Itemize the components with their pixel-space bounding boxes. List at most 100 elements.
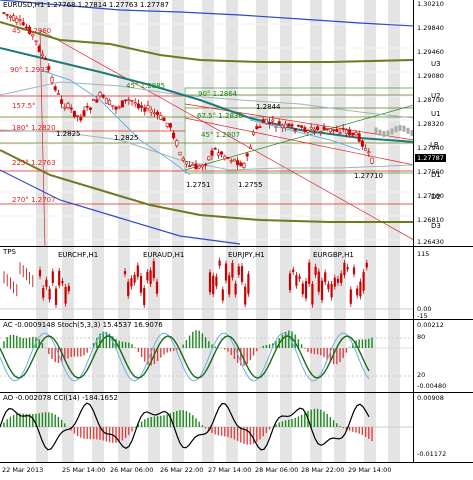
candle-body xyxy=(53,86,57,91)
tps-scale[interactable]: 115 0.00 -15 xyxy=(414,247,473,320)
candle-body xyxy=(338,132,342,135)
stoch-title: AC -0.0009148 Stoch(5,3,3) 15.4537 16.90… xyxy=(3,321,163,329)
candle-body xyxy=(15,18,19,23)
tps-body xyxy=(155,281,159,294)
tps-symbol-label: EURCHF,H1 xyxy=(58,251,99,259)
tps-body xyxy=(298,276,301,279)
candle-body xyxy=(168,123,172,128)
session-shade xyxy=(364,320,376,392)
swing-label-6: 1.27710 xyxy=(354,172,383,180)
candle-body xyxy=(108,100,112,105)
tps-body xyxy=(320,280,324,301)
session-shade xyxy=(36,320,48,392)
candle-body xyxy=(82,110,86,117)
candle-body xyxy=(124,99,128,102)
candle-body xyxy=(325,127,329,130)
candle-body xyxy=(60,99,64,104)
tps-plot-area[interactable]: TPS EURCHF,H1 EURAUD,H1 EURJPY,H1 EURGBP… xyxy=(0,247,414,319)
candle-body xyxy=(34,40,38,43)
tps-body xyxy=(237,266,240,275)
tps-body xyxy=(146,271,149,281)
candle-body xyxy=(364,148,368,151)
tps-body xyxy=(224,263,228,281)
session-shade xyxy=(280,247,292,319)
pane-separator xyxy=(0,392,473,393)
tps-symbol-label: EURAUD,H1 xyxy=(143,251,185,259)
session-shade xyxy=(334,247,346,319)
price-plot-area[interactable]: EURUSD,H1 1.27768 1.27814 1.27763 1.2778… xyxy=(0,0,414,246)
price-chart-pane[interactable]: EURUSD,H1 1.27768 1.27814 1.27763 1.2778… xyxy=(0,0,473,246)
level-tag-lb: LB xyxy=(430,141,439,149)
time-axis[interactable]: 22 Mar 2013 25 Mar 14:00 26 Mar 06:00 26… xyxy=(0,462,473,480)
candle-body xyxy=(191,164,195,167)
tps-body xyxy=(362,271,365,291)
candle-body xyxy=(322,126,326,130)
candle-body xyxy=(8,15,12,18)
candle-body xyxy=(127,99,131,101)
tps-body xyxy=(352,267,356,275)
stoch-scale[interactable]: 0.00212 80 20 -0.00480 xyxy=(414,320,473,392)
tps-body xyxy=(327,283,330,290)
tps-title: TPS xyxy=(3,248,16,256)
tps-body xyxy=(308,262,311,284)
candle-body xyxy=(236,160,240,166)
session-shade xyxy=(226,320,238,392)
projection-candle xyxy=(390,128,394,135)
candle-body xyxy=(184,161,188,165)
tps-body xyxy=(221,289,224,301)
projection-candle xyxy=(386,130,390,137)
projection-candle xyxy=(394,126,398,133)
tps-body xyxy=(123,271,127,275)
cci-scale[interactable]: 0.00908 -0.01172 xyxy=(414,393,473,462)
candle-body xyxy=(344,129,348,134)
cci-pane[interactable]: AO -0.002078 CCI(14) -184.1652 0.00908 -… xyxy=(0,393,473,462)
session-shade xyxy=(118,247,130,319)
price-tick: 1.26810 xyxy=(417,216,444,224)
tps-pane[interactable]: TPS EURCHF,H1 EURAUD,H1 EURJPY,H1 EURGBP… xyxy=(0,247,473,320)
candle-body xyxy=(303,127,307,132)
session-shade xyxy=(256,320,268,392)
candle-body xyxy=(37,46,41,52)
session-shade xyxy=(334,0,346,246)
tps-body xyxy=(136,265,139,277)
projection-candle xyxy=(410,129,413,136)
session-shade xyxy=(172,0,184,246)
candle-body xyxy=(370,157,374,164)
tps-tick: 115 xyxy=(417,250,430,258)
candle-body xyxy=(312,128,316,131)
tps-body xyxy=(143,288,146,305)
candle-body xyxy=(101,94,105,98)
cci-tick: -0.01172 xyxy=(417,450,447,458)
candle-body xyxy=(143,107,147,112)
angle-label-45-high: 45° 1.2960 xyxy=(12,27,52,35)
candle-body xyxy=(341,128,345,130)
candle-body xyxy=(95,99,99,103)
tps-body xyxy=(244,286,247,305)
price-tick: 1.28320 xyxy=(417,120,444,128)
time-tick: 28 Mar 06:00 xyxy=(255,466,299,474)
candle-body xyxy=(98,92,102,97)
candle-body xyxy=(156,111,160,115)
candle-body xyxy=(300,125,304,128)
swing-label-4: 1.2755 xyxy=(238,181,263,189)
candle-body xyxy=(293,128,297,133)
band-line-d3 xyxy=(0,149,413,223)
candle-body xyxy=(140,105,144,108)
level-tag-d2: D2 xyxy=(431,193,441,201)
level-tag-d1: D1 xyxy=(431,171,441,179)
band-line-low xyxy=(0,169,241,245)
tps-tick: 0.00 xyxy=(417,305,432,313)
tps-body xyxy=(51,271,54,283)
stoch-pane[interactable]: AC -0.0009148 Stoch(5,3,3) 15.4537 16.90… xyxy=(0,320,473,392)
stoch-plot-area[interactable]: AC -0.0009148 Stoch(5,3,3) 15.4537 16.90… xyxy=(0,320,414,392)
cci-plot-area[interactable]: AO -0.002078 CCI(14) -184.1652 xyxy=(0,393,414,462)
tps-body xyxy=(218,260,221,266)
tps-body xyxy=(301,283,304,295)
tps-body xyxy=(359,281,362,297)
price-tick: 1.28700 xyxy=(417,96,444,104)
angle-line xyxy=(184,104,413,171)
projection-candle xyxy=(382,130,386,137)
tps-body xyxy=(304,281,308,299)
price-scale[interactable]: 1.30210 1.29840 1.29460 1.29080 1.28700 … xyxy=(414,0,473,246)
candle-body xyxy=(354,132,358,136)
